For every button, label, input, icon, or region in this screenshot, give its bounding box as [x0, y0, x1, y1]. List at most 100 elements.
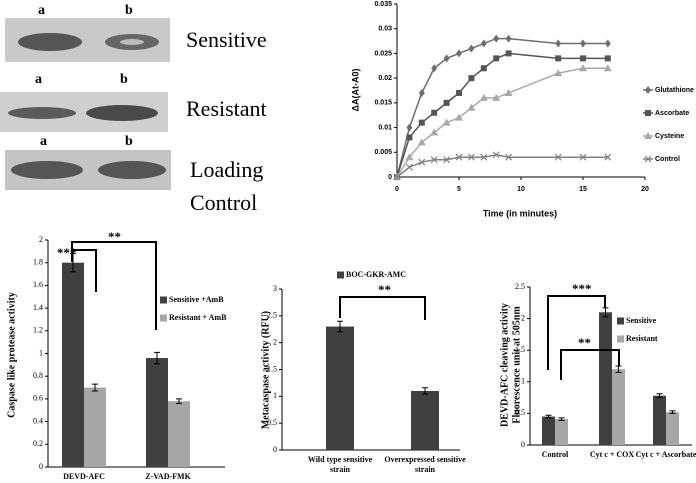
x-tick-label: Cyt c + COX	[589, 450, 635, 459]
y-tick-label: 1.8	[33, 258, 43, 267]
data-point	[480, 153, 488, 161]
data-point	[406, 134, 413, 141]
data-point	[456, 49, 462, 58]
blot-label: Control	[190, 190, 257, 215]
data-point	[406, 123, 413, 132]
data-point	[393, 173, 401, 181]
data-point	[492, 151, 500, 159]
data-point	[431, 109, 438, 116]
data-point	[417, 138, 426, 146]
data-point	[480, 65, 487, 72]
data-point	[480, 39, 487, 48]
data-point	[505, 34, 512, 43]
data-point	[467, 153, 475, 161]
data-point	[554, 69, 563, 77]
data-point	[405, 153, 414, 161]
bar	[612, 369, 625, 445]
x-tick-label: Control	[541, 450, 569, 459]
bar	[62, 262, 84, 467]
y-tick-label: 1.4	[33, 303, 43, 312]
y-axis-label: Metacaspase activity (RFU)	[260, 311, 271, 429]
significance-label: ***	[57, 245, 77, 260]
data-point	[604, 55, 611, 62]
data-point	[604, 39, 611, 48]
legend-label: Cysteine	[655, 133, 684, 140]
blot-band	[11, 161, 83, 179]
x-tick-label: 10	[517, 186, 525, 193]
legend-label: Ascorbate	[655, 110, 689, 117]
y-tick-label: 0.5	[515, 408, 525, 417]
y-tick-label: 0	[521, 440, 525, 449]
y-axis-label: DEVD-AFC cleaving activity	[499, 303, 510, 427]
y-tick-label: 1.5	[515, 345, 525, 354]
series-line	[396, 52, 608, 178]
blot-band	[98, 161, 166, 179]
y-tick-label: 0	[39, 462, 43, 471]
data-point	[456, 89, 462, 96]
y-tick-label: 0.005	[374, 149, 392, 156]
x-tick-label: 0	[395, 186, 399, 193]
error-bar	[337, 320, 343, 333]
blot-label: Sensitive	[186, 27, 267, 52]
error-bar	[422, 387, 428, 395]
y-tick-label: 1.6	[33, 280, 43, 289]
data-point	[431, 64, 438, 73]
significance-bracket	[71, 241, 157, 330]
y-tick-label: 1.2	[33, 326, 43, 335]
legend-label: Sensitive	[626, 316, 657, 325]
significance-label: ***	[572, 281, 592, 296]
x-tick-label: Cyt c + Ascorbate	[635, 450, 696, 459]
x-tick-label: DEVD-AFC	[63, 472, 105, 481]
y-axis-label: Fluorescence unit at 505nm	[511, 306, 522, 424]
x-axis-label: Time (in minutes)	[483, 208, 557, 218]
y-tick-label: 2	[521, 313, 525, 322]
y-tick-label: 2	[273, 337, 277, 346]
data-point	[443, 99, 450, 106]
blot-band	[8, 107, 76, 119]
data-point	[555, 39, 562, 48]
bar	[411, 390, 439, 450]
x-tick-label: 20	[641, 186, 649, 193]
error-bar	[545, 414, 552, 419]
significance-label: **	[108, 229, 121, 244]
data-point	[443, 156, 451, 164]
data-point	[455, 113, 463, 121]
legend-marker	[644, 155, 652, 163]
legend-swatch	[160, 296, 167, 304]
y-tick-label: 2.5	[515, 282, 525, 291]
data-point	[579, 153, 587, 161]
y-tick-label: 1	[521, 377, 525, 386]
data-point	[554, 153, 562, 161]
y-tick-label: 0.025	[374, 50, 392, 57]
data-point	[405, 163, 413, 171]
blot-band	[120, 39, 144, 45]
legend-label: Glutathione	[655, 87, 694, 94]
significance-label: **	[578, 335, 591, 350]
data-point	[504, 88, 513, 96]
y-tick-label: 0.02	[378, 75, 392, 82]
y-tick-label: 1	[273, 391, 277, 400]
blot-band	[18, 33, 82, 51]
data-point	[418, 158, 426, 166]
legend-swatch	[617, 317, 624, 325]
y-tick-label: 2	[39, 235, 43, 244]
y-axis-label: Caspase like protease activity	[6, 292, 17, 418]
data-point	[418, 119, 425, 126]
data-point	[468, 75, 475, 82]
y-axis-label: ΔA(At-A0)	[350, 69, 360, 112]
data-point	[467, 103, 476, 111]
y-tick-label: 0.5	[267, 418, 277, 427]
lane-label: b	[120, 72, 128, 87]
legend-marker	[645, 110, 651, 116]
data-point	[604, 153, 612, 161]
y-tick-label: 1.5	[267, 364, 277, 373]
data-point	[505, 153, 513, 161]
series-line	[396, 153, 608, 178]
y-tick-label: 0	[273, 445, 277, 454]
lane-label: b	[125, 134, 133, 149]
data-point	[442, 118, 451, 126]
x-tick-label: 5	[457, 186, 461, 193]
data-point	[492, 93, 501, 101]
